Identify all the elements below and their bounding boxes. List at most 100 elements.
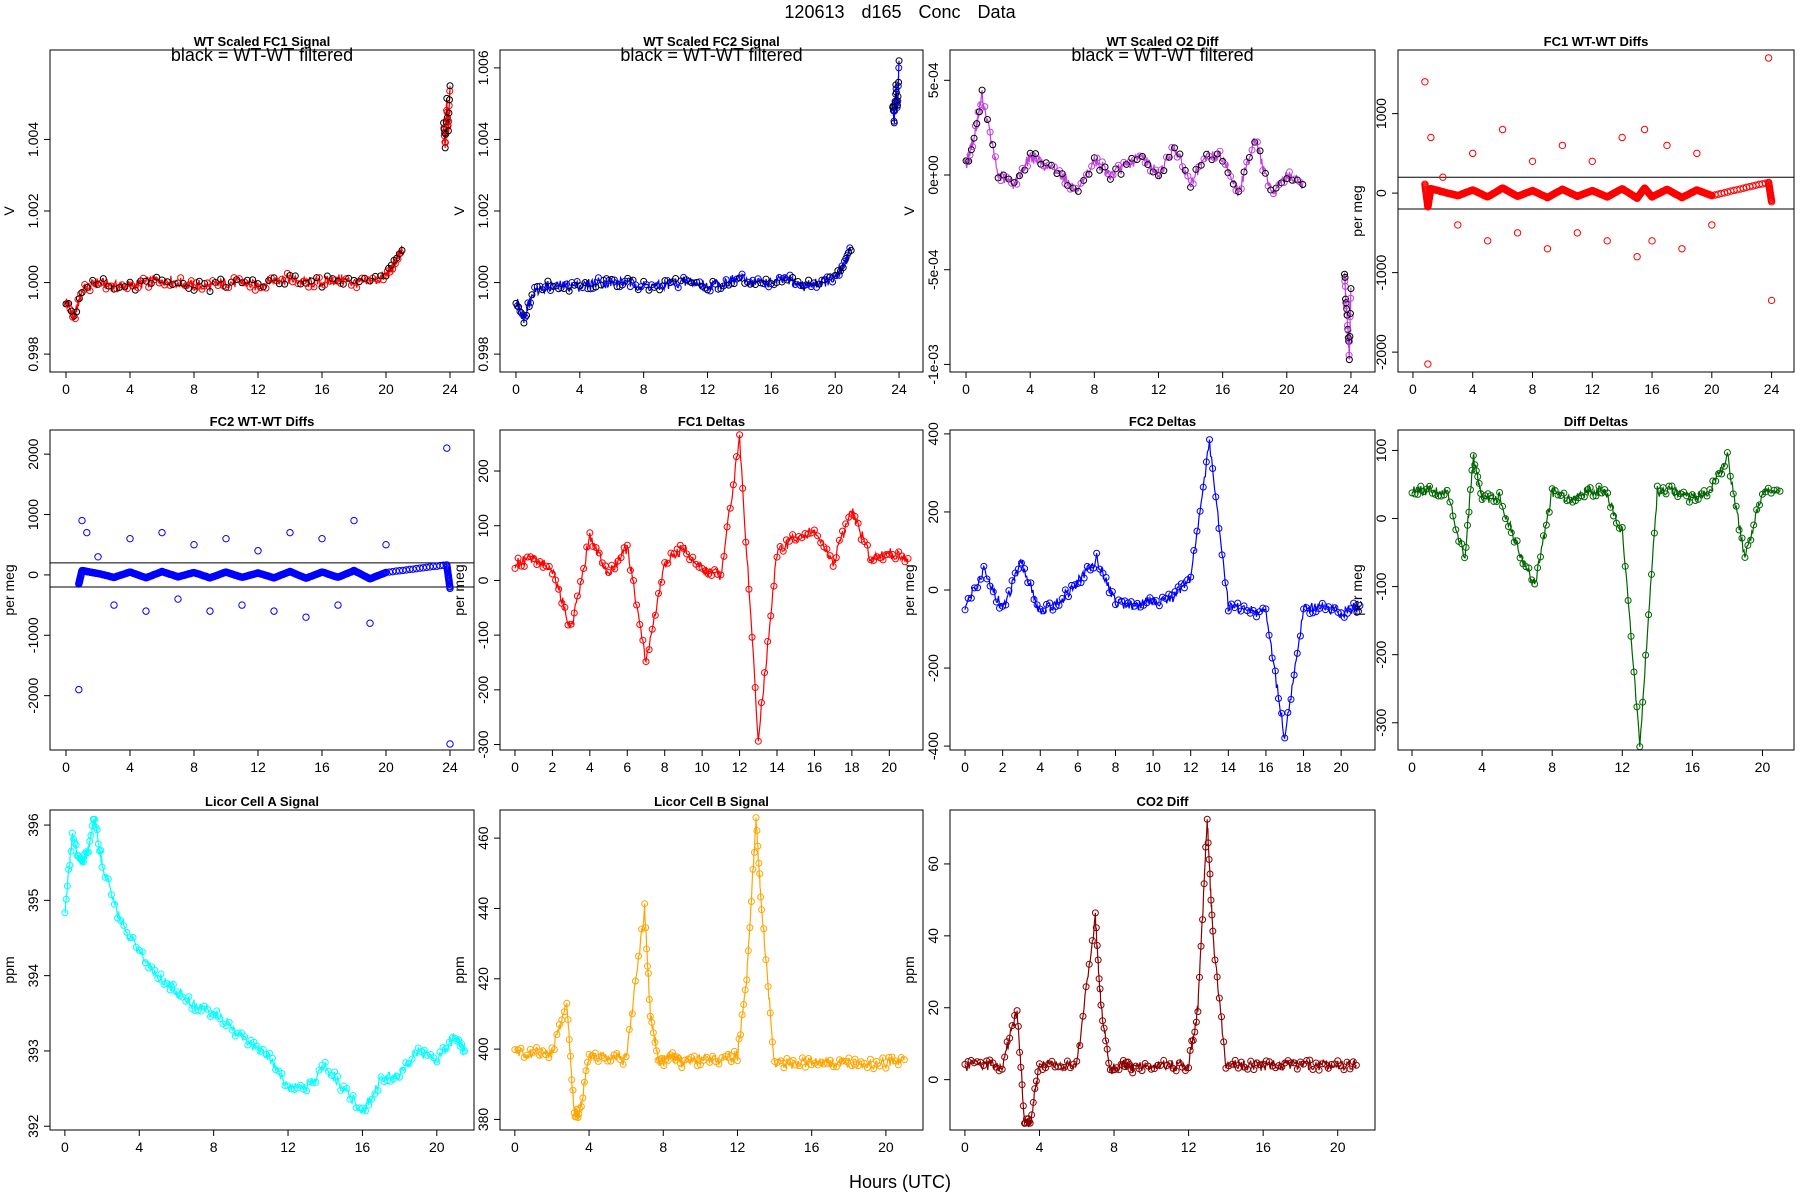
chart-8-data-point (1465, 508, 1473, 516)
chart-3-data-point (1114, 161, 1122, 169)
chart-6-data-point (520, 562, 528, 570)
chart-10-data-point (553, 1031, 561, 1039)
chart-4-xtick-label: 20 (1704, 381, 1720, 397)
chart-1-data-point (74, 295, 82, 303)
chart-10-data-point (709, 1052, 717, 1060)
chart-10-data-point (839, 1057, 847, 1065)
chart-6-data-point (810, 526, 818, 534)
chart-7-data-point (1052, 603, 1060, 611)
chart-7-data-point (992, 598, 1000, 606)
chart-10-data-point (746, 924, 754, 932)
chart-2-data-point (805, 276, 813, 284)
chart-4-data-point (1498, 125, 1507, 134)
chart-9-data-point (62, 895, 70, 903)
chart-8-data-point (1703, 492, 1711, 500)
chart-6-data-point (570, 609, 578, 617)
chart-10-data-point (740, 1000, 748, 1008)
chart-10-data-point (792, 1061, 800, 1069)
chart-8-data-point (1706, 486, 1714, 494)
chart-10-data-point (529, 1048, 537, 1056)
chart-11-data-point (1023, 1119, 1031, 1127)
chart-11-data-point (1315, 1066, 1323, 1074)
chart-7-data-point (1118, 597, 1126, 605)
chart-2-data-point (521, 313, 529, 321)
chart-5-data-point (238, 601, 246, 609)
chart-10-data-point (780, 1064, 788, 1072)
chart-7-data-point (1077, 579, 1085, 587)
chart-6-data-point (739, 484, 747, 492)
chart-5-xtick-label: 0 (62, 759, 70, 775)
chart-7-data-point (1159, 593, 1166, 601)
chart-2-data-point (541, 283, 549, 291)
chart-8-data-point (1647, 570, 1655, 578)
chart-3-data-point (1248, 146, 1256, 154)
chart-7-data-point (1309, 609, 1317, 617)
chart-7-plot-area (961, 436, 1364, 742)
chart-3-data-point (978, 86, 986, 94)
chart-6-data-point (795, 532, 803, 540)
chart-1-frame (49, 49, 475, 373)
chart-8-ytick-label: -100 (1373, 572, 1389, 600)
chart-11-data-point (1031, 1085, 1039, 1093)
chart-6-data-point (573, 592, 581, 600)
chart-2-data-point (642, 281, 650, 289)
chart-11-data-point (1094, 956, 1102, 964)
chart-3-data-point (973, 120, 981, 128)
chart-9-data-point (88, 822, 96, 830)
chart-1-ytick-label: 0.998 (25, 336, 41, 371)
chart-10-series-line (514, 817, 905, 1119)
chart-6-data-point (839, 527, 847, 535)
chart-2-data-point (523, 311, 531, 319)
chart-9-data-point (265, 1049, 273, 1057)
chart-3-data-point (970, 134, 978, 142)
chart-3-data-point (1015, 172, 1023, 180)
chart-9-xtick-label: 12 (280, 1139, 296, 1155)
chart-7-data-point (1155, 602, 1163, 610)
chart-7-data-point (1055, 601, 1063, 609)
chart-1-data-point (310, 283, 318, 291)
chart-10-data-point (690, 1052, 698, 1060)
chart-3-data-point (1152, 166, 1160, 174)
chart-11-ytick-label: 60 (925, 856, 941, 872)
chart-6-data-point (648, 625, 656, 633)
chart-11-data-point (1097, 1001, 1105, 1009)
chart-3-frame (949, 49, 1376, 373)
chart-2-data-point (608, 275, 616, 283)
chart-7-ylabel: per meg (901, 564, 917, 615)
chart-1-ytick-label: 1.004 (25, 122, 41, 157)
chart-7-data-point (980, 562, 988, 570)
chart-9-data-point (157, 970, 165, 978)
chart-9-data-point (349, 1091, 357, 1099)
chart-5-xtick-label: 20 (378, 759, 394, 775)
chart-9-data-point (97, 847, 105, 855)
chart-10-data-point (652, 1047, 660, 1055)
chart-9-data-point (98, 863, 106, 871)
chart-10-data-point (737, 1031, 745, 1039)
chart-7-xtick-label: 6 (1074, 759, 1082, 775)
chart-10-data-point (756, 870, 764, 878)
chart-1-data-point (153, 273, 161, 281)
chart-7-xtick-label: 4 (1036, 759, 1044, 775)
chart-9-data-point (312, 1078, 320, 1086)
chart-2-data-point (528, 291, 536, 299)
chart-11-data-point (1346, 1065, 1354, 1073)
chart-1-xtick-label: 24 (442, 381, 458, 397)
chart-6-data-point (826, 552, 834, 560)
chart-10-data-point (645, 996, 653, 1004)
chart-6-data-point (776, 543, 784, 551)
chart-1-data-point (444, 127, 452, 135)
chart-6-data-point (814, 532, 822, 540)
chart-1-data-point (123, 285, 131, 293)
chart-9-data-point (315, 1066, 323, 1074)
chart-2-ytick-label: 0.998 (475, 336, 491, 371)
chart-1-data-point (441, 139, 449, 147)
chart-2-data-point (892, 88, 900, 96)
chart-9-data-point (107, 891, 115, 899)
chart-10-data-point (675, 1054, 683, 1062)
chart-5-plot-area (50, 444, 474, 748)
chart-10-data-point (760, 925, 768, 933)
chart-2-xtick-label: 16 (764, 381, 780, 397)
chart-1-data-point (66, 305, 74, 313)
chart-9-data-point (110, 900, 118, 908)
chart-11-data-point (1018, 1081, 1026, 1089)
